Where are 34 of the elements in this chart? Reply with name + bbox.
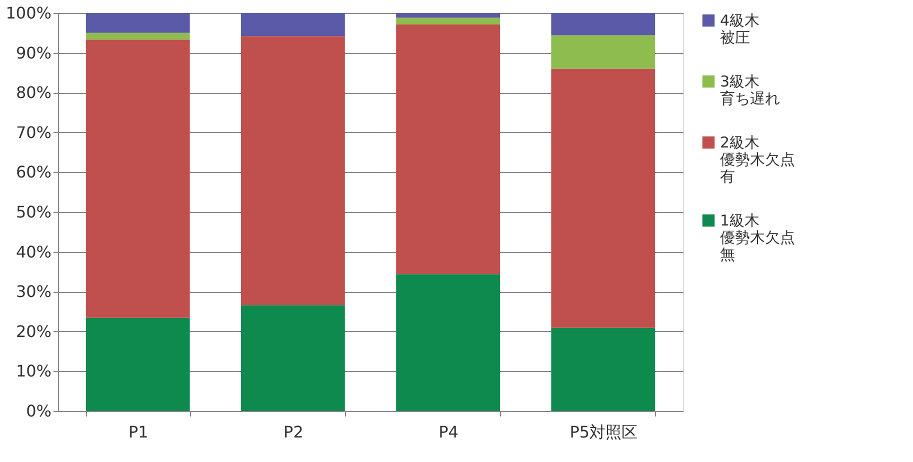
legend-label: 2級木優勢木欠点有 xyxy=(720,134,795,186)
y-tick-label: 70% xyxy=(16,122,52,142)
x-tick-label: P5対照区 xyxy=(570,422,638,442)
x-tick-label: P1 xyxy=(128,422,148,442)
y-tick-label: 10% xyxy=(16,362,52,381)
x-tick-label: P2 xyxy=(284,422,304,442)
x-tick-label: P4 xyxy=(438,422,458,442)
legend-label: 3級木育ち遅れ xyxy=(720,72,780,108)
bar xyxy=(396,274,500,411)
bar xyxy=(86,13,190,33)
y-tick-label: 50% xyxy=(16,202,52,222)
bar xyxy=(241,305,345,411)
bar xyxy=(551,13,656,36)
bar xyxy=(551,328,656,411)
bar xyxy=(241,13,345,36)
bar xyxy=(551,68,656,328)
y-tick-label: 40% xyxy=(16,242,52,262)
bar xyxy=(86,40,190,318)
y-tick-label: 80% xyxy=(16,83,52,102)
y-tick-label: 0% xyxy=(26,402,52,420)
legend-label: 1級木優勢木欠点無 xyxy=(720,212,795,264)
y-tick-label: 60% xyxy=(16,162,52,182)
bar xyxy=(396,13,500,18)
bar xyxy=(86,318,190,411)
y-tick-label: 20% xyxy=(16,322,52,341)
y-tick-label: 30% xyxy=(16,282,52,302)
bar xyxy=(241,36,345,306)
y-tick-label: 90% xyxy=(16,43,52,62)
y-tick-label: 100% xyxy=(6,4,52,22)
legend-label: 4級木被圧 xyxy=(720,12,760,46)
bar xyxy=(551,35,656,69)
bar xyxy=(396,24,500,274)
bar xyxy=(396,18,500,25)
bar xyxy=(86,32,190,40)
